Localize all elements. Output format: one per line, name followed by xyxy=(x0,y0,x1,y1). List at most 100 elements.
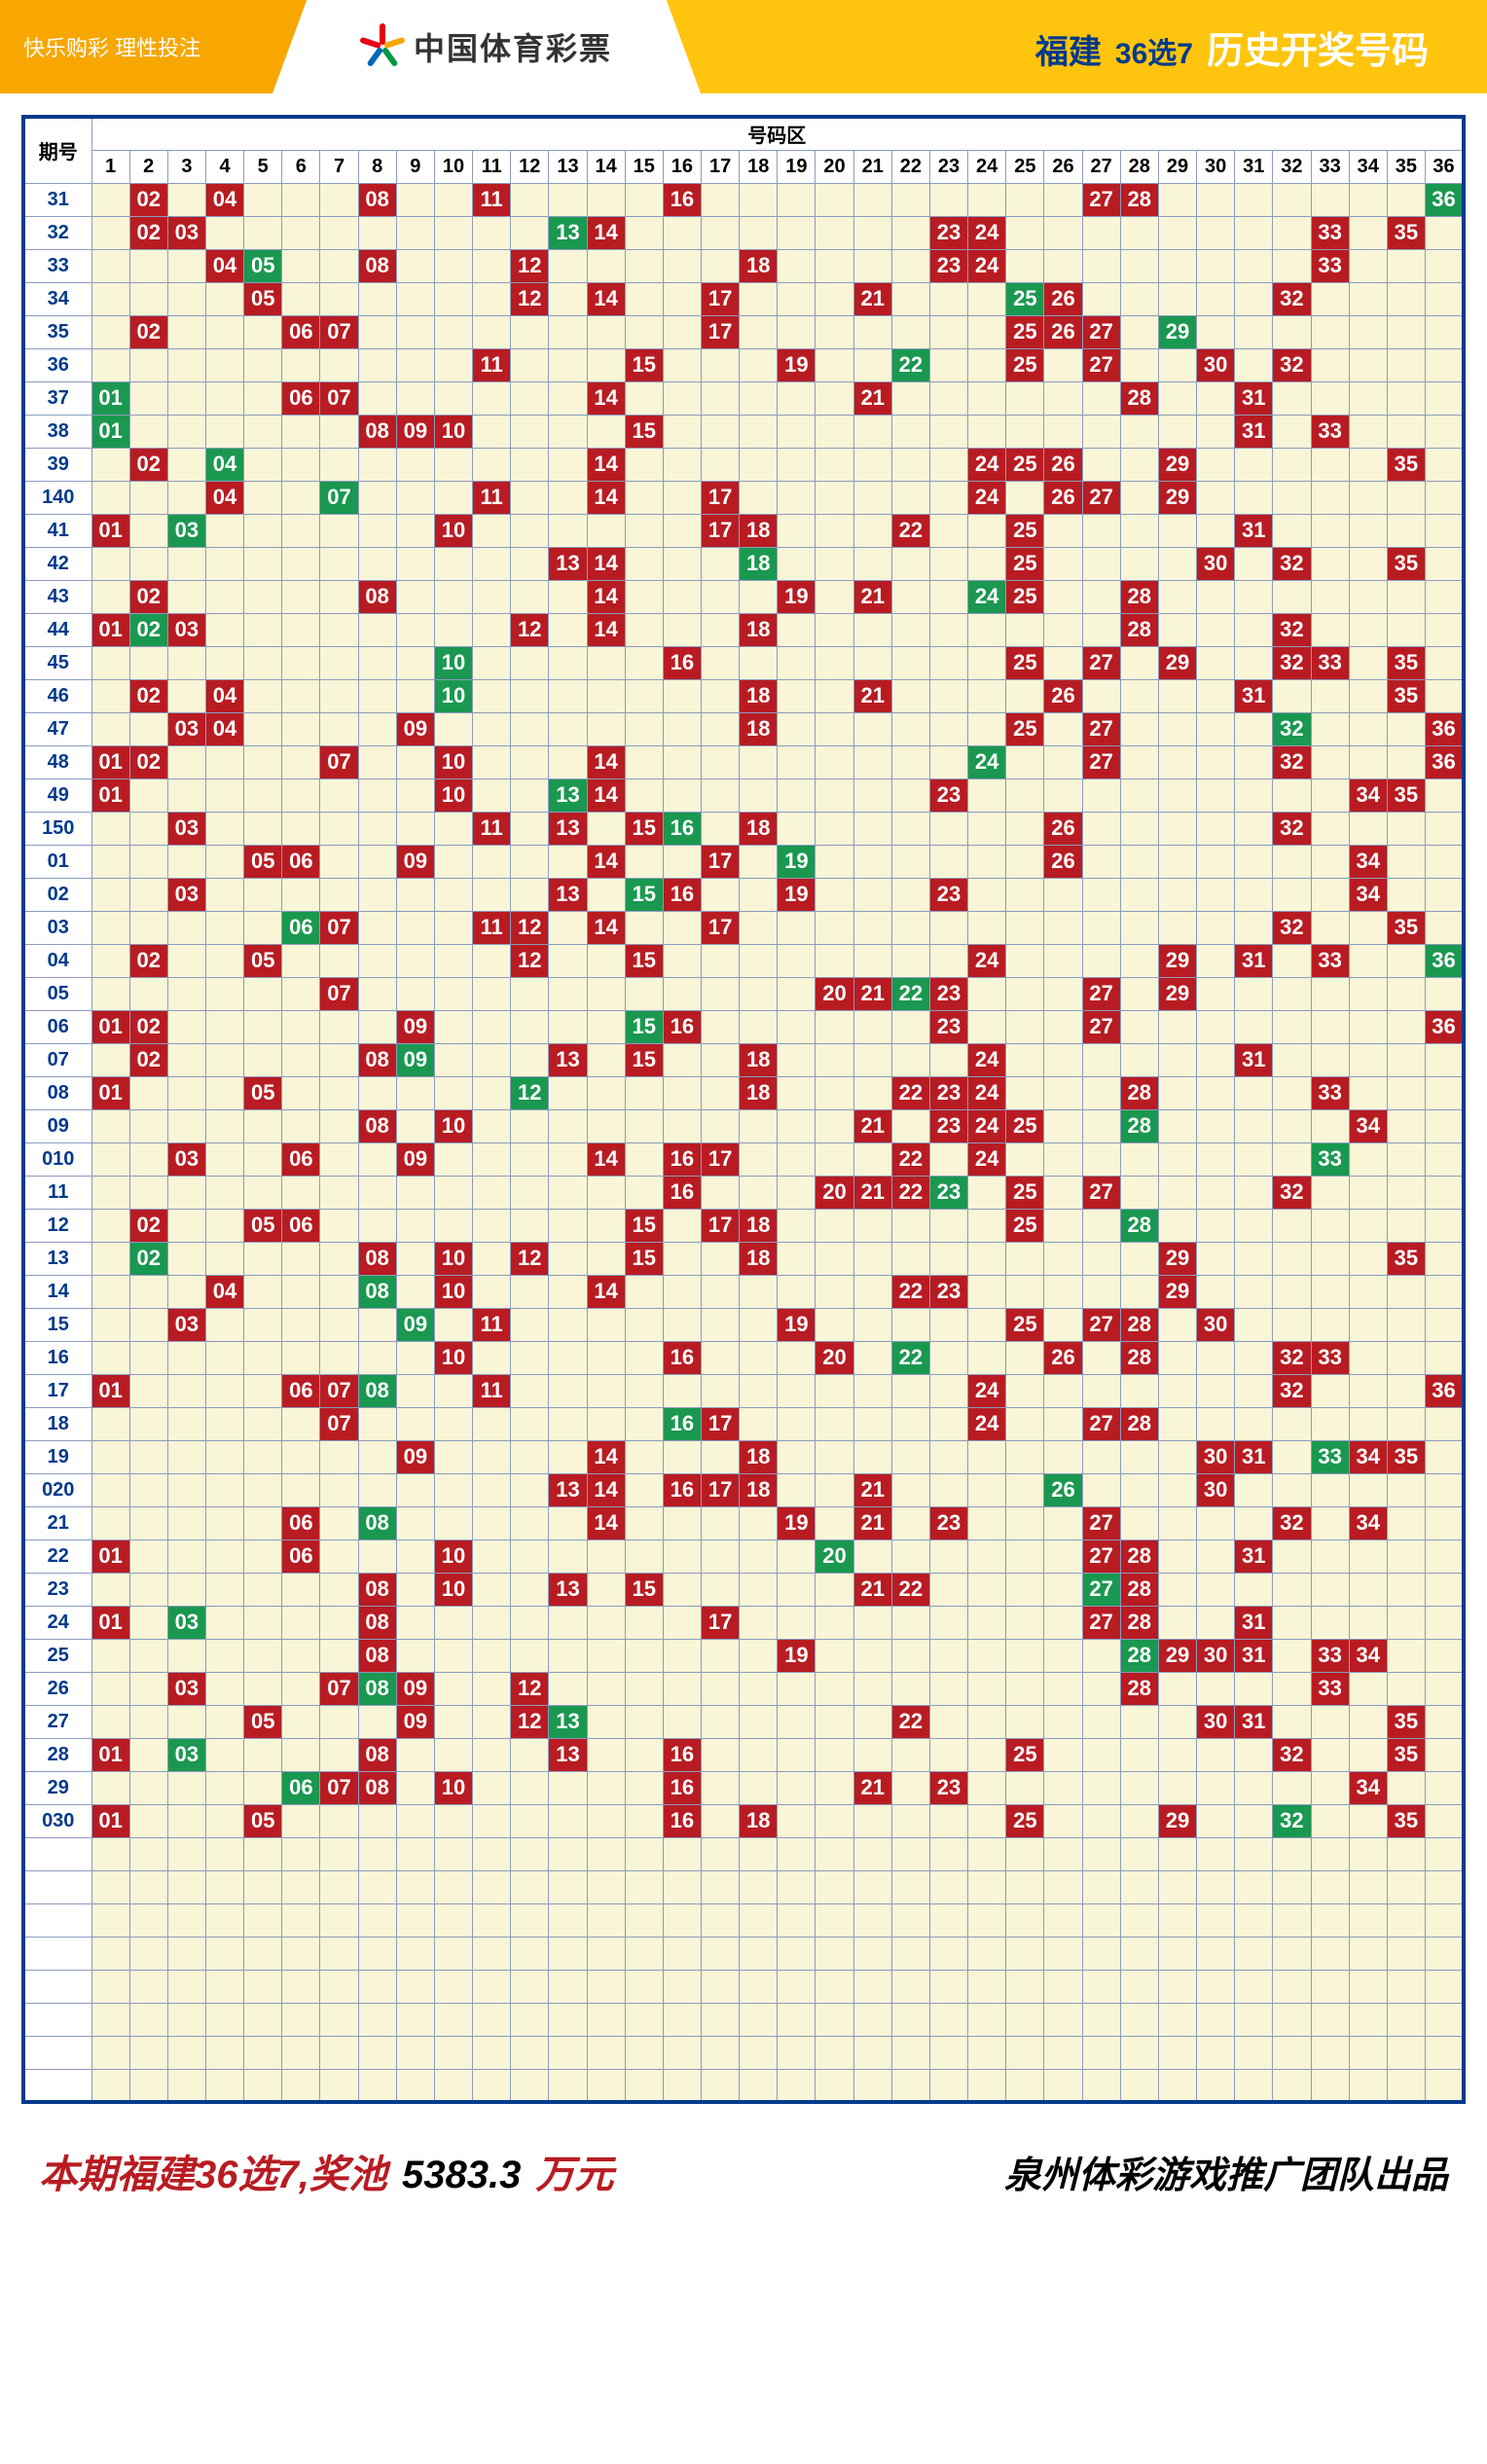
number-cell xyxy=(625,613,663,646)
number-cell: 25 xyxy=(1006,1308,1044,1341)
number-cell xyxy=(853,845,891,878)
number-cell xyxy=(1311,1771,1349,1804)
number-cell xyxy=(625,646,663,679)
number-cell xyxy=(91,580,129,613)
number-cell: 28 xyxy=(1120,1209,1158,1242)
col-header: 14 xyxy=(587,150,625,183)
number-cell xyxy=(853,1275,891,1308)
number-cell: 33 xyxy=(1311,944,1349,977)
number-cell xyxy=(1273,1308,1311,1341)
number-cell xyxy=(740,1540,778,1573)
number-cell xyxy=(549,1540,587,1573)
number-cell xyxy=(853,216,891,249)
number-cell xyxy=(1387,1506,1425,1540)
number-cell xyxy=(358,2003,396,2036)
number-cell xyxy=(740,1903,778,1937)
number-cell xyxy=(358,381,396,415)
number-cell xyxy=(320,613,358,646)
number-cell xyxy=(1082,845,1120,878)
number-cell xyxy=(853,1043,891,1076)
number-cell: 24 xyxy=(968,944,1006,977)
number-cell xyxy=(702,580,740,613)
number-cell xyxy=(891,646,929,679)
number-cell xyxy=(1311,1209,1349,1242)
number-cell xyxy=(473,1639,511,1672)
number-cell xyxy=(1120,1937,1158,1970)
logo-icon xyxy=(361,25,404,68)
number-cell xyxy=(587,1341,625,1374)
number-cell xyxy=(740,282,778,315)
number-cell xyxy=(129,2069,167,2102)
number-cell xyxy=(740,348,778,381)
number-cell xyxy=(853,1440,891,1473)
number-cell xyxy=(1425,282,1464,315)
number-cell xyxy=(511,1043,549,1076)
number-cell xyxy=(549,845,587,878)
number-cell xyxy=(511,1308,549,1341)
number-cell xyxy=(1044,2036,1082,2069)
number-cell xyxy=(778,249,816,282)
number-cell xyxy=(129,282,167,315)
number-cell xyxy=(244,1837,282,1870)
number-cell xyxy=(396,1573,434,1606)
number-cell xyxy=(740,2069,778,2102)
number-cell: 22 xyxy=(891,1705,929,1738)
number-cell xyxy=(778,1903,816,1937)
number-cell: 09 xyxy=(396,1010,434,1043)
number-cell xyxy=(473,1573,511,1606)
number-cell xyxy=(244,1473,282,1506)
number-cell xyxy=(1158,1142,1196,1176)
number-cell xyxy=(853,1242,891,1275)
number-cell xyxy=(929,547,967,580)
number-cell xyxy=(1044,1937,1082,1970)
number-cell xyxy=(740,1970,778,2003)
number-cell: 27 xyxy=(1082,1540,1120,1573)
number-cell xyxy=(1197,1540,1235,1573)
number-cell xyxy=(1044,514,1082,547)
number-cell xyxy=(511,1374,549,1407)
number-cell xyxy=(1387,1937,1425,1970)
number-cell xyxy=(1197,1374,1235,1407)
number-cell xyxy=(587,1407,625,1440)
number-cell xyxy=(1425,812,1464,845)
number-cell xyxy=(473,712,511,745)
number-cell xyxy=(320,944,358,977)
province: 福建 xyxy=(1035,25,1102,73)
number-cell xyxy=(1158,845,1196,878)
number-cell xyxy=(778,1275,816,1308)
number-cell xyxy=(891,249,929,282)
number-cell xyxy=(1006,878,1044,911)
number-cell: 27 xyxy=(1082,1573,1120,1606)
number-cell xyxy=(91,547,129,580)
number-cell xyxy=(167,1970,205,2003)
number-cell xyxy=(511,547,549,580)
number-cell xyxy=(473,679,511,712)
number-cell xyxy=(244,481,282,514)
number-cell xyxy=(740,580,778,613)
number-cell xyxy=(511,514,549,547)
number-cell xyxy=(1158,249,1196,282)
number-cell xyxy=(1197,1341,1235,1374)
number-cell xyxy=(853,1903,891,1937)
number-cell xyxy=(1082,1341,1120,1374)
number-cell xyxy=(1158,1771,1196,1804)
number-cell: 32 xyxy=(1273,1374,1311,1407)
number-cell: 05 xyxy=(244,944,282,977)
number-cell xyxy=(1082,1705,1120,1738)
number-cell xyxy=(167,2036,205,2069)
number-cell xyxy=(891,1473,929,1506)
number-cell xyxy=(1273,1639,1311,1672)
number-cell xyxy=(740,1771,778,1804)
number-cell: 07 xyxy=(320,315,358,348)
number-cell xyxy=(396,183,434,216)
number-cell xyxy=(1158,779,1196,812)
number-cell: 23 xyxy=(929,1506,967,1540)
number-cell xyxy=(625,977,663,1010)
number-cell xyxy=(1082,1109,1120,1142)
number-cell xyxy=(1311,1540,1349,1573)
number-cell xyxy=(740,944,778,977)
number-cell xyxy=(1273,415,1311,448)
number-cell xyxy=(1082,878,1120,911)
number-cell xyxy=(434,1970,472,2003)
col-header: 11 xyxy=(473,150,511,183)
